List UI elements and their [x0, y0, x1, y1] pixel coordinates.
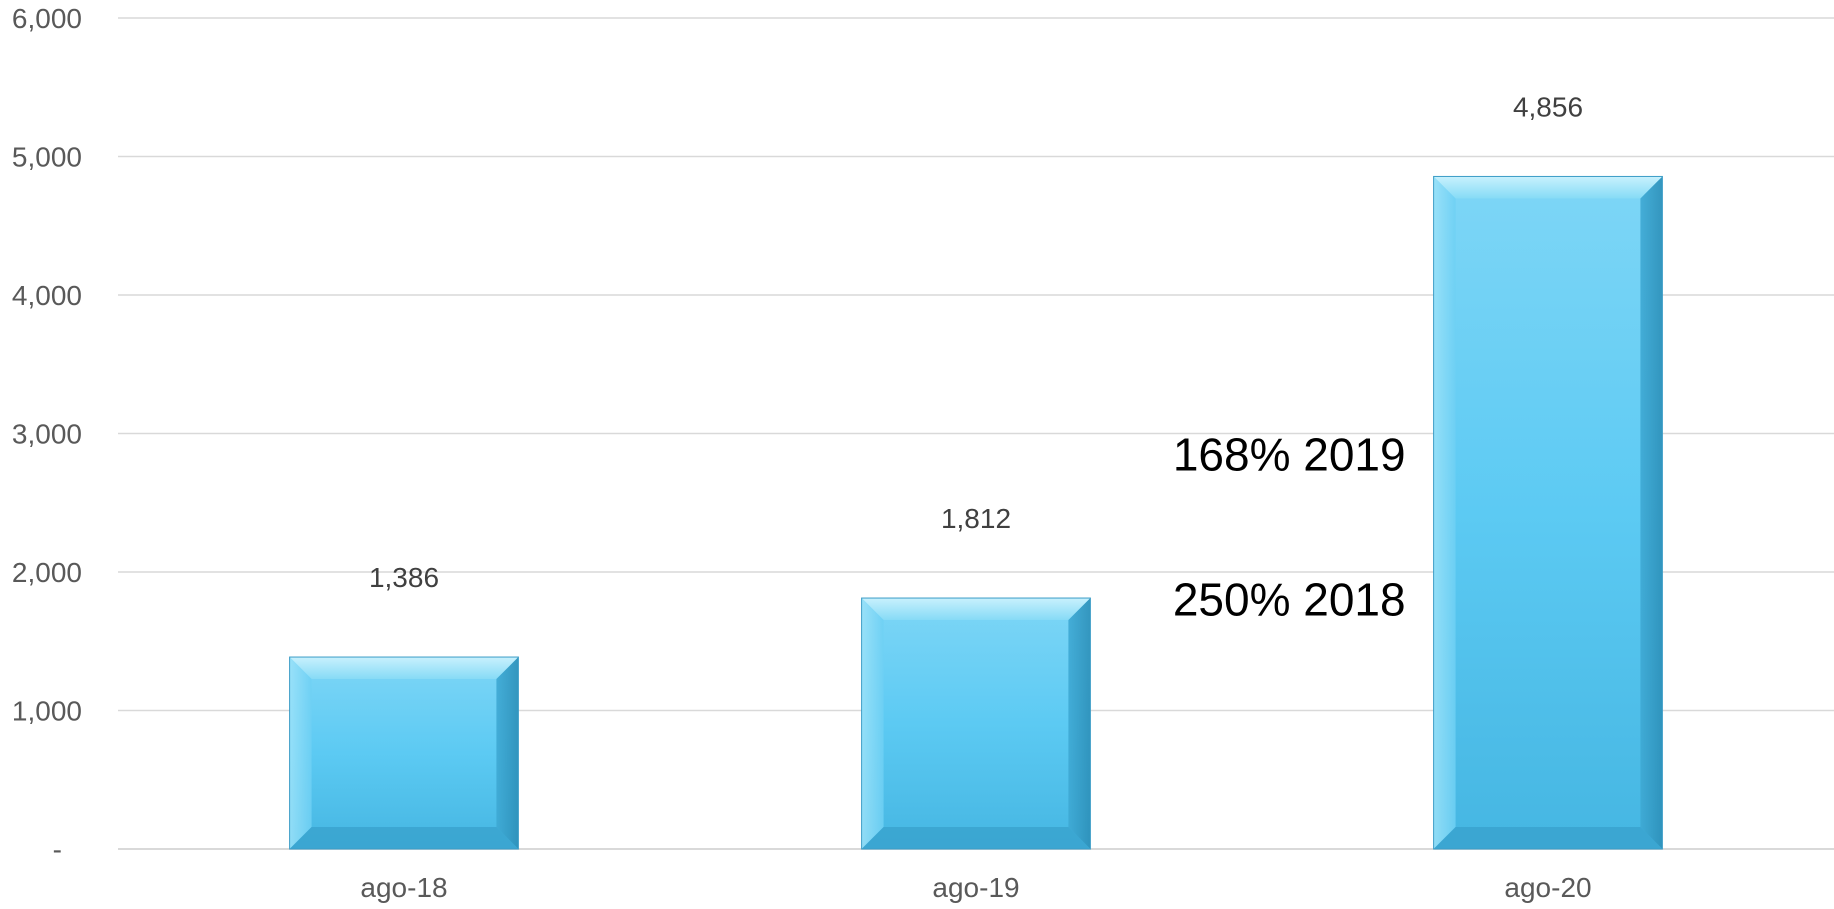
data-labels: 1,386 1,812 4,856 [369, 91, 1583, 593]
annotations: 168% 2019 250% 2018 [1173, 428, 1406, 625]
data-label: 1,812 [941, 503, 1011, 534]
bar-face [289, 657, 519, 849]
bar-bevel-bottom [861, 827, 1091, 849]
bar-outline [861, 597, 1091, 850]
bar-bevel-right [496, 657, 519, 849]
bar-bevel-left [289, 657, 312, 849]
bar-outline [1433, 175, 1663, 850]
bar-bevel-left [861, 598, 884, 849]
bar-bevel-right [1068, 598, 1091, 849]
annotation-label: 250% 2018 [1173, 574, 1406, 626]
y-tick-label: 3,000 [12, 419, 82, 450]
y-tick-label: 6,000 [12, 3, 82, 34]
y-tick-label: 4,000 [12, 280, 82, 311]
bar-bevel-right [1640, 176, 1663, 850]
bar-face [861, 598, 1091, 849]
x-tick-label: ago-20 [1504, 872, 1591, 903]
y-axis-tick-labels: - 1,000 2,000 3,000 4,000 5,000 6,000 [12, 3, 82, 865]
bars [289, 175, 1663, 850]
bar-face [1433, 176, 1663, 850]
bar-bevel-top [1433, 176, 1663, 199]
bar [861, 597, 1091, 850]
x-axis-tick-labels: ago-18 ago-19 ago-20 [360, 872, 1591, 903]
x-tick-label: ago-19 [932, 872, 1019, 903]
bar-bevel-bottom [1433, 827, 1663, 849]
x-tick-label: ago-18 [360, 872, 447, 903]
bar-bevel-top [289, 657, 519, 680]
y-tick-label: 5,000 [12, 142, 82, 173]
bar-bevel-bottom [289, 827, 519, 849]
y-tick-label: 1,000 [12, 696, 82, 727]
bar-bevel-left [1433, 176, 1456, 850]
bar-bevel-top [861, 598, 1091, 621]
bar [289, 656, 519, 850]
bar-outline [289, 656, 519, 850]
y-tick-label: 2,000 [12, 557, 82, 588]
data-label: 1,386 [369, 562, 439, 593]
y-tick-label: - [53, 834, 62, 865]
data-label: 4,856 [1513, 91, 1583, 122]
bar [1433, 175, 1663, 850]
annotation-label: 168% 2019 [1173, 428, 1406, 480]
